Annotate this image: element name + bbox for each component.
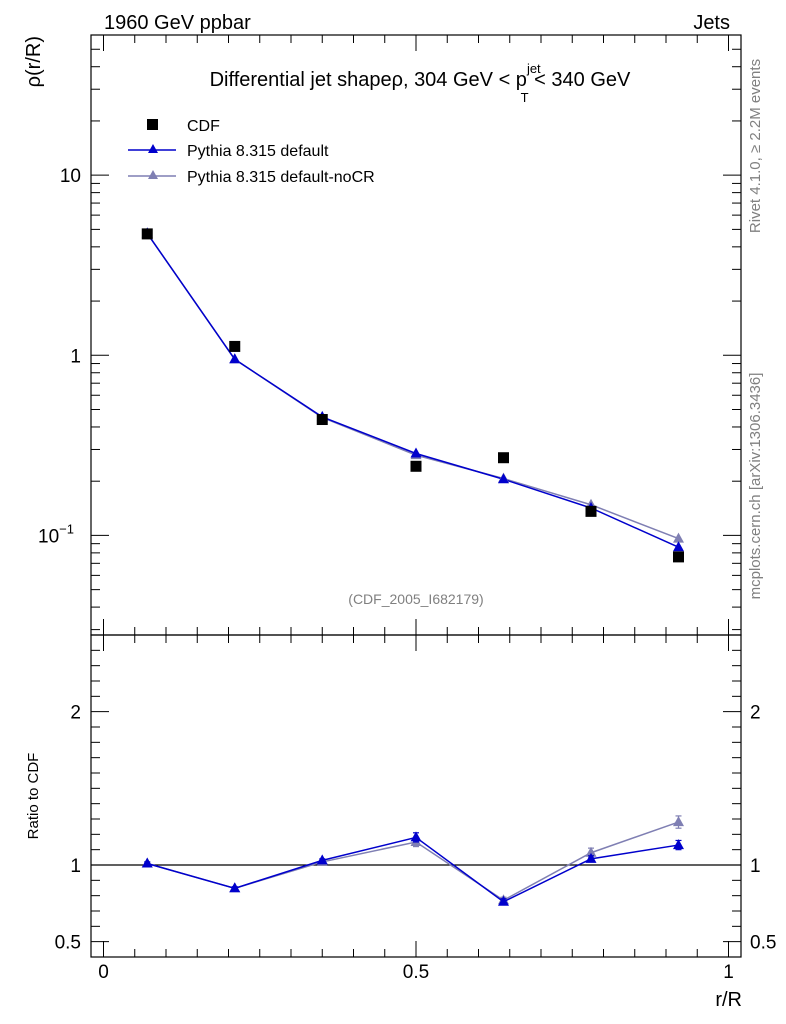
main-axis-ticks (91, 34, 741, 635)
point-pythia-default (673, 541, 684, 552)
ratio-point-pythia-nocr (673, 816, 684, 827)
ratio-y-tick-label-right: 1 (750, 856, 761, 877)
analysis-watermark: (CDF_2005_I682179) (348, 591, 483, 607)
ratio-point-pythia-default (229, 882, 241, 893)
legend-cdf-marker (147, 119, 158, 130)
point-pythia-nocr (673, 532, 684, 543)
ratio-point-pythia-default (410, 831, 422, 842)
main-y-tick-label-base: 10 (38, 526, 59, 547)
ratio-y-tick-label: 0.5 (55, 933, 81, 954)
series-line-pythia-nocr (146, 232, 679, 540)
ratio-line-pythia-nocr (147, 821, 679, 902)
legend-cdf-label: CDF (187, 118, 220, 135)
ratio-point-pythia-default (141, 857, 153, 868)
rivet-label: Rivet 4.1.0, ≥ 2.2M events (747, 59, 764, 233)
title-end: < 340 GeV (529, 69, 631, 91)
ratio-y-tick-label-right: 0.5 (750, 933, 776, 954)
ratio-point-pythia-default (316, 854, 328, 865)
ratio-point-pythia-default (673, 839, 684, 850)
legend-nocr-marker (148, 170, 158, 179)
point-pythia-default (410, 447, 422, 458)
main-y-tick-label: 1 (70, 346, 81, 367)
main-y-axis-label: ρ(r/R) (23, 36, 45, 87)
ratio-axis-ticks (91, 634, 741, 958)
point-cdf (585, 505, 597, 517)
point-cdf (410, 460, 422, 472)
ratio-y-tick-label: 2 (70, 703, 81, 724)
point-cdf (498, 452, 509, 464)
series-line-pythia-default (146, 232, 679, 548)
legend: CDF Pythia 8.315 default Pythia 8.315 de… (128, 118, 375, 186)
title-sup: jet (526, 61, 541, 76)
ratio-point-pythia-default (498, 895, 509, 906)
ratio-y-tick-label-right: 2 (750, 703, 761, 724)
point-pythia-default (498, 473, 509, 484)
legend-nocr-label: Pythia 8.315 default-noCR (187, 169, 375, 186)
ratio-y-tick-label: 1 (70, 856, 81, 877)
title-sub: T (521, 90, 529, 105)
title-main: Differential jet shapeρ, 304 GeV < p (210, 69, 527, 91)
legend-default-marker (148, 144, 158, 153)
main-series (141, 227, 684, 563)
chart-title: Differential jet shapeρ, 304 GeV < pjet T… (210, 61, 631, 105)
point-cdf (316, 414, 328, 426)
ratio-point-pythia-nocr (585, 846, 597, 857)
ratio-line-pythia-default (147, 836, 679, 903)
main-y-tick-label: 10 (60, 166, 81, 187)
point-cdf (673, 551, 684, 563)
x-tick-label: 0.5 (403, 962, 429, 983)
header-left: 1960 GeV ppbar (104, 12, 251, 34)
ratio-frame (90, 634, 742, 958)
ratio-point-pythia-default (585, 852, 597, 863)
x-tick-label: 1 (723, 962, 734, 983)
ratio-panel: 2 21 10.5 0.5 0 0.5 1 Ratio to CDF r/R (25, 634, 777, 1011)
x-axis-label: r/R (715, 989, 742, 1011)
main-y-tick-label-exp: −1 (59, 521, 74, 536)
point-cdf (141, 228, 153, 240)
mcplots-label: mcplots.cern.ch [arXiv:1306.3436] (747, 373, 764, 600)
x-tick-label: 0 (98, 962, 109, 983)
point-cdf (229, 340, 241, 352)
x-tick-labels: 0 0.5 1 (98, 962, 734, 983)
ratio-y-axis-label: Ratio to CDF (25, 753, 42, 840)
ratio-series (91, 815, 741, 906)
legend-default-label: Pythia 8.315 default (187, 143, 329, 160)
ratio-y-tick-labels: 2 2 1 1 0.5 0.5 (55, 703, 777, 954)
point-pythia-default (229, 353, 241, 364)
header-right: Jets (693, 12, 730, 34)
main-y-tick-label: 10−1 (38, 521, 74, 547)
